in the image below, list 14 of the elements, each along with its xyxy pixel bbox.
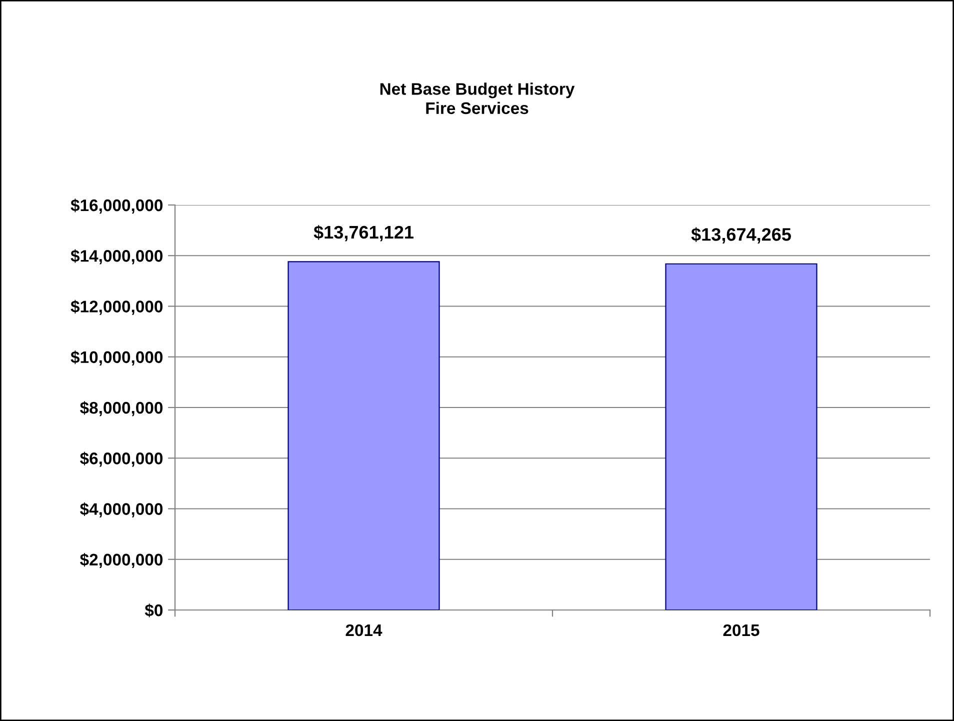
- x-tick-label: 2014: [346, 624, 382, 636]
- y-tick-label: $6,000,000: [80, 452, 163, 467]
- y-tick-label: $0: [144, 604, 163, 618]
- y-tick-label: $16,000,000: [70, 198, 163, 214]
- y-tick-label: $4,000,000: [80, 502, 163, 518]
- y-tick-label: $8,000,000: [80, 401, 163, 416]
- data-label: $13,674,265: [691, 227, 791, 244]
- y-tick-label: $14,000,000: [70, 249, 163, 264]
- chart-title: Net Base Budget History Fire Services: [380, 82, 575, 114]
- y-tick-label: $12,000,000: [70, 300, 163, 315]
- x-tick-label: 2015: [723, 624, 760, 636]
- y-tick-label: $2,000,000: [80, 553, 163, 568]
- data-label: $13,761,121: [314, 225, 414, 242]
- y-tick-label: $10,000,000: [70, 350, 163, 366]
